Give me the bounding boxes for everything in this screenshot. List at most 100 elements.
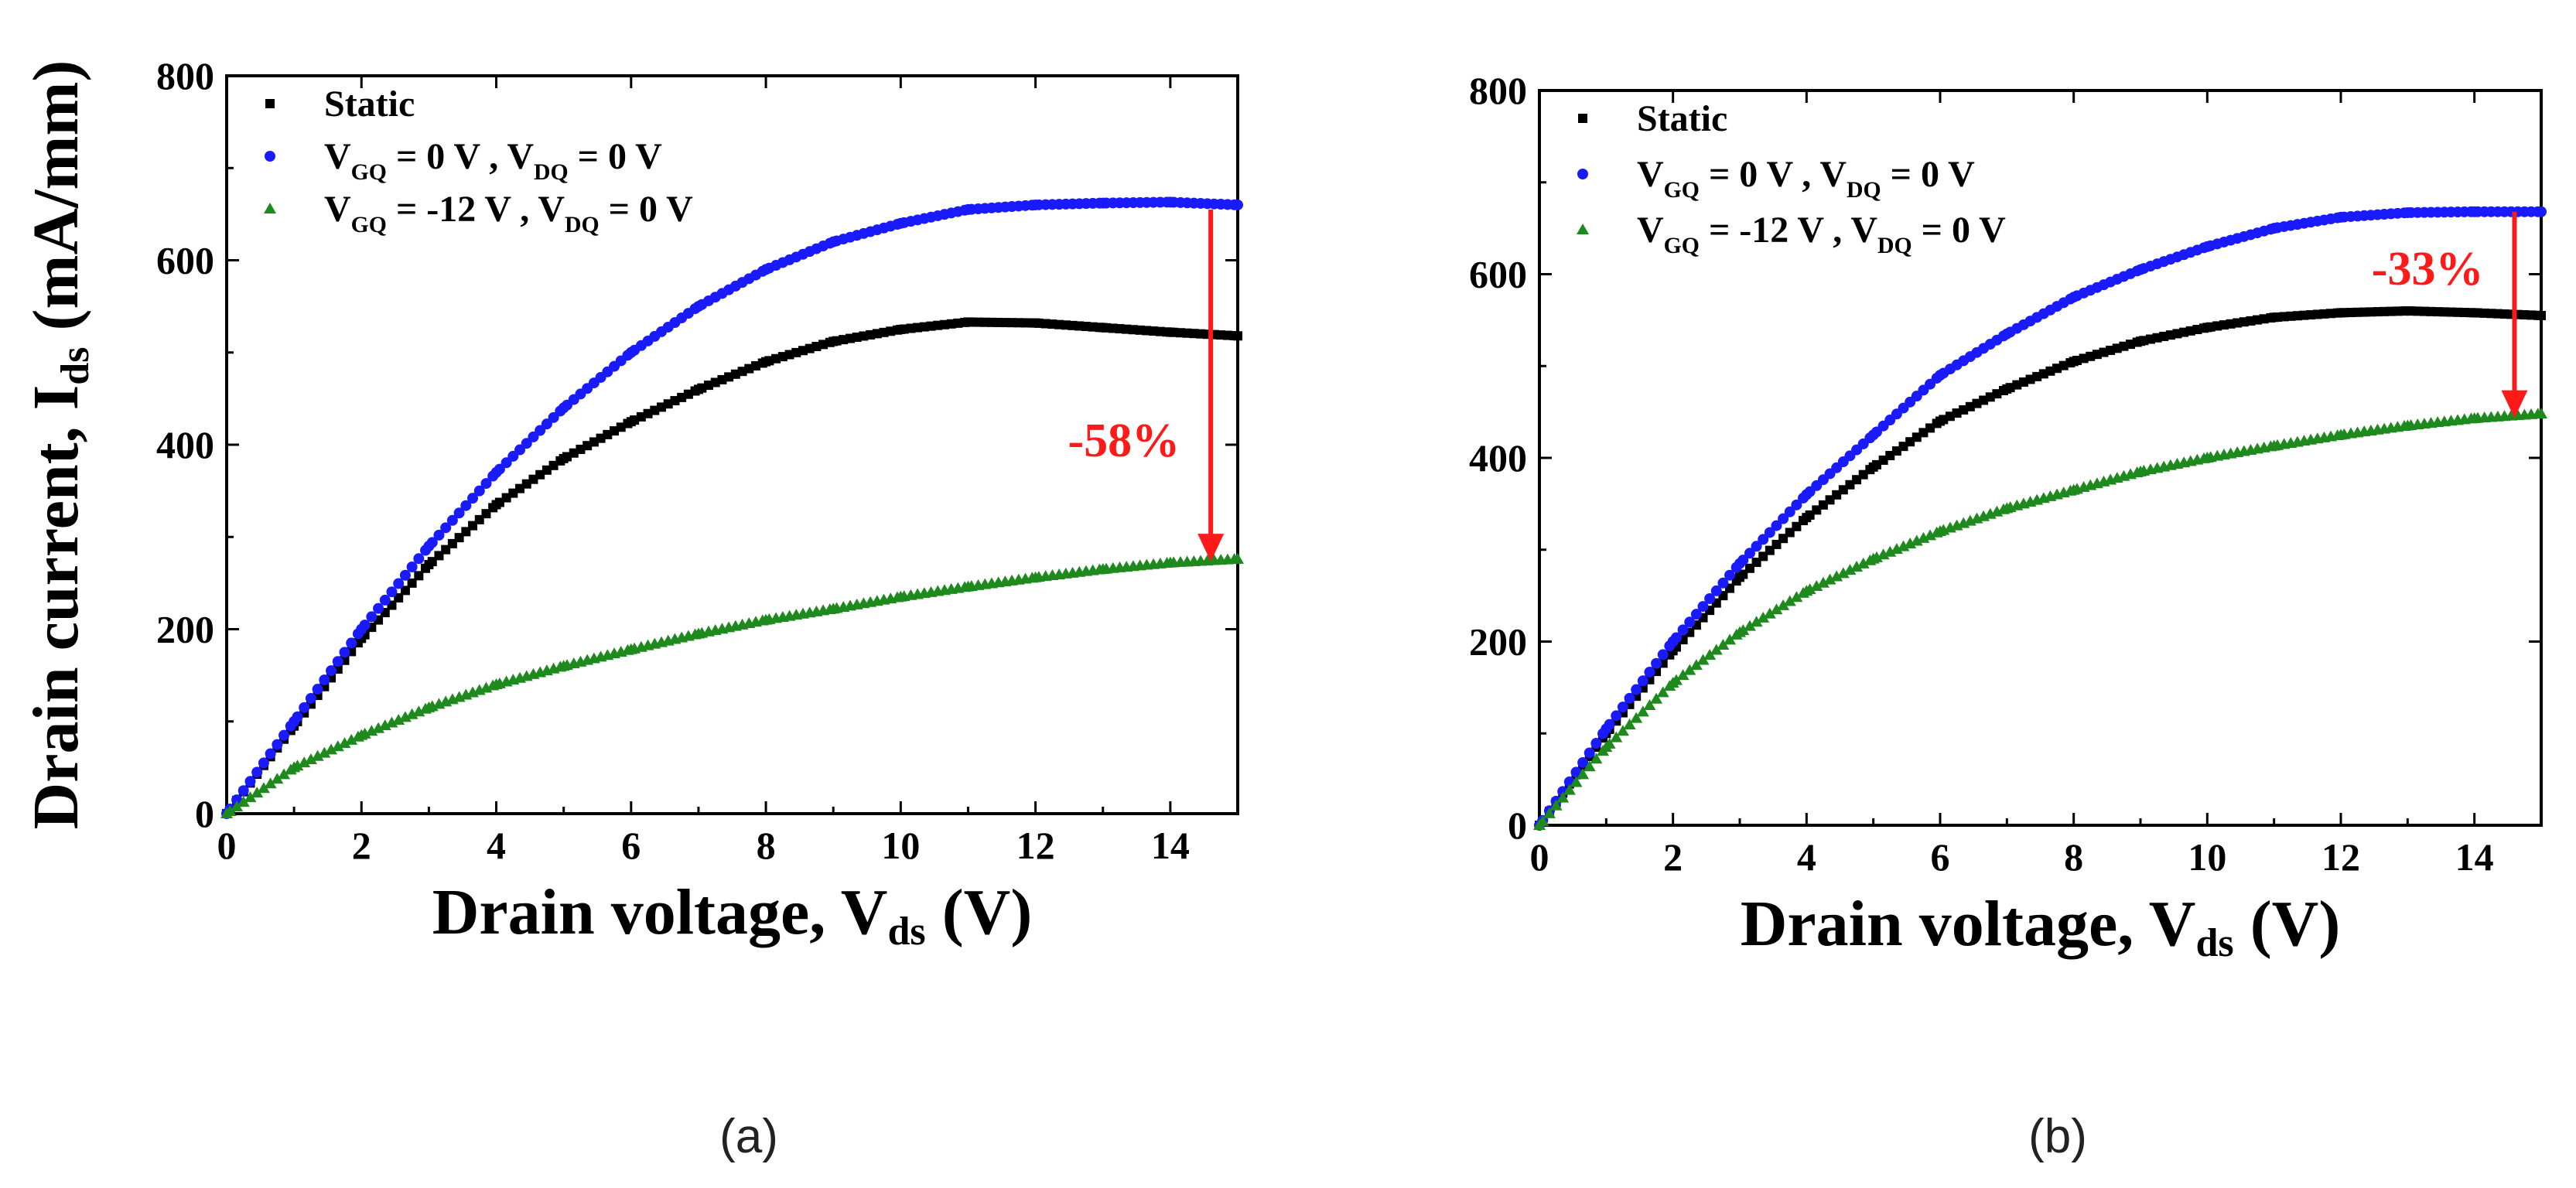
marker [433,529,445,541]
x-tick-label: 10 [881,824,920,867]
marker [1843,564,1857,575]
marker [244,791,257,803]
marker [1643,699,1656,711]
series-static [1535,306,2546,830]
marker [1703,649,1717,661]
marker [1611,710,1622,722]
marker [305,692,316,704]
marker [332,656,343,667]
annotation-label: -33% [2372,243,2484,295]
marker [378,719,391,731]
y-axis-title: Drain current, Ids (mA/mm) [20,60,97,830]
legend-marker-static [1578,114,1587,123]
marker [251,766,263,778]
marker [1890,543,1903,555]
marker [1823,573,1836,585]
x-tick-label: 4 [487,824,506,867]
annotation-arrow-head [2501,390,2528,418]
marker [231,794,243,806]
marker [1670,632,1682,644]
caption-a: (a) [719,1110,778,1163]
x-tick-label: 14 [2455,835,2494,879]
marker [325,743,338,755]
x-tick-label: 6 [1931,835,1950,879]
marker [326,665,337,677]
x-tick-label: 2 [1663,835,1683,879]
x-tick-label: 12 [1016,824,1055,867]
x-tick-label: 10 [2188,835,2226,879]
marker [1683,664,1696,675]
marker [394,592,404,603]
series-vgq12 [1533,408,2547,830]
marker [224,805,237,817]
y-tick-label: 800 [1469,69,1527,112]
marker [257,782,270,794]
legend-label-vgq12: VGQ = -12 V , VDQ = 0 V [1637,210,2006,258]
legend-marker-vgq0 [265,151,275,162]
y-tick-label: 200 [156,608,214,651]
legend-marker-vgq12 [1577,224,1589,234]
marker [528,431,539,442]
marker [413,553,425,565]
marker [1737,623,1750,635]
marker [1651,657,1662,669]
y-tick-label: 200 [1469,620,1527,664]
marker [352,628,364,640]
marker [426,537,438,548]
marker [1870,551,1883,562]
legend-label-static: Static [324,84,415,125]
annotation-arrow-head [1197,534,1225,562]
y-tick-label: 0 [1508,804,1527,847]
legend-marker-vgq0 [1577,169,1588,179]
marker [1636,705,1649,717]
marker [311,749,324,761]
marker [1710,644,1723,655]
marker [1877,548,1890,560]
marker [1616,725,1629,736]
marker [1737,555,1749,566]
marker [1803,583,1816,595]
marker [467,493,479,504]
marker [339,647,350,658]
x-tick-label: 8 [2064,835,2083,879]
marker [507,450,519,462]
marker [1597,745,1610,756]
caption-b: (b) [2028,1110,2087,1163]
marker [1777,599,1790,610]
series-vgq0 [221,196,1243,819]
marker [1536,814,1549,826]
x-tick-label: 12 [2321,835,2360,879]
marker [1704,592,1716,604]
x-tick-label: 14 [1151,824,1190,867]
marker [359,620,371,631]
marker [1603,737,1616,749]
marker [1910,534,1923,546]
marker [1770,603,1783,615]
y-tick-label: 400 [156,423,214,466]
marker [1924,529,1937,541]
marker [365,725,378,736]
marker [1690,609,1702,620]
marker [399,569,411,581]
marker [1710,585,1722,596]
marker [385,716,398,728]
marker [1689,659,1703,671]
x-tick-label: 0 [1530,835,1549,879]
marker [1590,738,1602,749]
marker [1584,747,1595,759]
marker [272,739,283,750]
marker [1656,686,1669,698]
marker [1758,534,1769,545]
marker [1791,499,1802,510]
marker [237,785,249,797]
marker [319,674,330,686]
marker [1771,520,1782,531]
chart-panel-b: 0 2 4 6 8 10 12 14 0 200 400 600 800 -33% Static VGQ = … [1469,69,2547,965]
y-tick-label: 800 [156,54,214,97]
marker [271,773,284,784]
marker [366,611,378,623]
marker [318,746,331,758]
marker [1763,607,1776,619]
marker [299,702,310,713]
